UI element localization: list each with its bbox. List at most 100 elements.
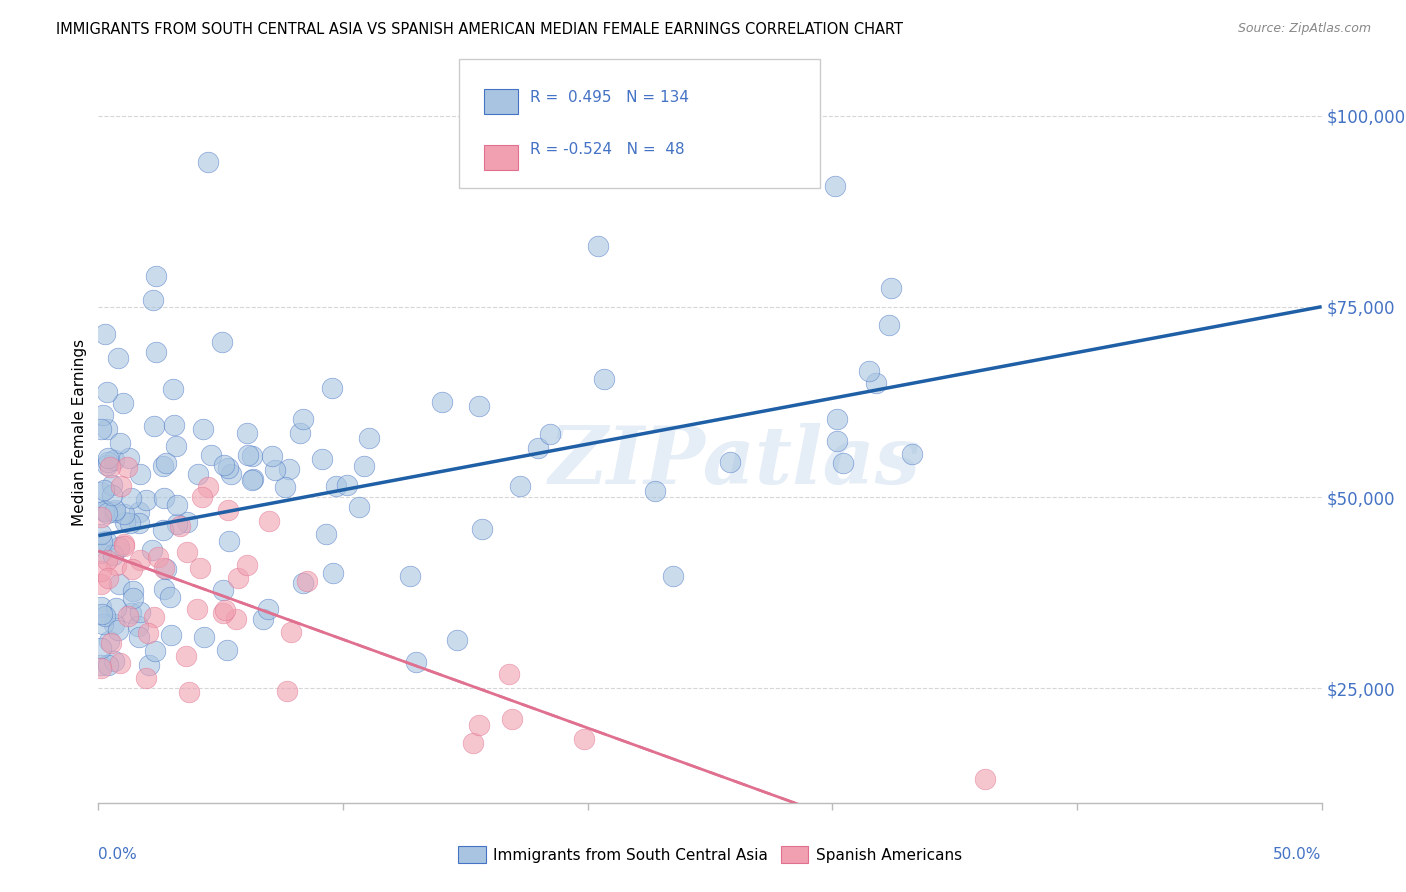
Point xyxy=(122,584,145,599)
Point xyxy=(122,591,145,606)
Point xyxy=(461,736,484,750)
Point xyxy=(145,268,167,283)
Point xyxy=(292,412,315,426)
Point xyxy=(191,490,214,504)
Point xyxy=(236,558,259,572)
Point xyxy=(91,617,114,632)
Point xyxy=(96,506,118,520)
Point xyxy=(103,505,125,519)
Point xyxy=(103,453,125,467)
Point xyxy=(176,648,198,663)
Text: 50.0%: 50.0% xyxy=(1274,847,1322,863)
Point xyxy=(177,685,200,699)
Point xyxy=(321,381,343,395)
Point xyxy=(94,504,117,518)
Point xyxy=(176,545,198,559)
Point xyxy=(97,571,120,585)
Point xyxy=(90,546,112,560)
Point xyxy=(93,504,115,518)
Point xyxy=(187,467,209,481)
Text: R =  0.495   N = 134: R = 0.495 N = 134 xyxy=(530,90,689,104)
Point xyxy=(824,178,846,193)
Point xyxy=(145,345,167,359)
Point xyxy=(228,571,250,585)
Point xyxy=(108,656,131,670)
Point xyxy=(146,550,169,565)
Point xyxy=(827,412,849,426)
Point xyxy=(218,533,240,548)
Point xyxy=(90,535,112,549)
Point xyxy=(91,408,114,422)
Point xyxy=(127,618,149,632)
Point xyxy=(110,479,132,493)
Point xyxy=(276,684,298,698)
Point xyxy=(446,632,468,647)
Point xyxy=(96,553,118,567)
Point xyxy=(538,427,561,442)
Point xyxy=(114,515,136,529)
Point xyxy=(101,488,124,502)
Point xyxy=(90,564,112,578)
Point xyxy=(117,451,139,466)
Point xyxy=(129,553,152,567)
Point xyxy=(163,418,186,433)
Point xyxy=(155,456,177,470)
Point xyxy=(217,461,239,475)
Point xyxy=(90,527,112,541)
Point xyxy=(135,492,157,507)
Point xyxy=(153,582,176,596)
Point xyxy=(217,503,239,517)
Point xyxy=(509,478,531,492)
Point xyxy=(1125,811,1147,825)
FancyBboxPatch shape xyxy=(484,145,517,169)
Point xyxy=(94,608,117,623)
Point xyxy=(215,643,238,657)
Point xyxy=(257,601,280,615)
Point xyxy=(90,658,112,673)
Point xyxy=(211,334,233,349)
Point xyxy=(193,630,215,644)
Point xyxy=(120,516,142,531)
Point xyxy=(97,658,120,673)
Point xyxy=(236,426,259,441)
Point xyxy=(143,644,166,658)
Point xyxy=(97,455,120,469)
Point xyxy=(97,451,120,466)
Point xyxy=(112,537,135,551)
Point xyxy=(100,478,122,492)
Text: 0.0%: 0.0% xyxy=(98,847,138,863)
Point xyxy=(359,431,381,445)
Point xyxy=(108,436,131,450)
Point xyxy=(101,549,124,563)
Point xyxy=(197,155,219,169)
Point xyxy=(188,560,211,574)
Point xyxy=(720,455,742,469)
Point xyxy=(112,539,135,553)
Point xyxy=(121,562,143,576)
Point xyxy=(97,633,120,648)
Point xyxy=(347,500,370,515)
Point xyxy=(315,527,337,541)
Point xyxy=(112,395,135,409)
Point xyxy=(273,480,295,494)
Point xyxy=(501,712,523,726)
Text: R = -0.524   N =  48: R = -0.524 N = 48 xyxy=(530,143,685,157)
Point xyxy=(1216,811,1239,825)
Point xyxy=(136,626,159,640)
Point xyxy=(96,385,118,400)
Text: ZIPatlas: ZIPatlas xyxy=(548,424,921,501)
Point xyxy=(644,484,666,499)
Point xyxy=(225,612,247,626)
Point xyxy=(468,400,491,414)
Point xyxy=(877,318,900,332)
Point xyxy=(900,447,922,461)
Point xyxy=(90,607,112,621)
Point xyxy=(153,561,176,575)
Text: IMMIGRANTS FROM SOUTH CENTRAL ASIA VS SPANISH AMERICAN MEDIAN FEMALE EARNINGS CO: IMMIGRANTS FROM SOUTH CENTRAL ASIA VS SP… xyxy=(56,22,903,37)
FancyBboxPatch shape xyxy=(484,89,517,114)
Point xyxy=(468,717,491,731)
Point xyxy=(117,608,139,623)
Point xyxy=(94,326,117,341)
Point xyxy=(240,449,263,463)
Point xyxy=(336,478,359,492)
